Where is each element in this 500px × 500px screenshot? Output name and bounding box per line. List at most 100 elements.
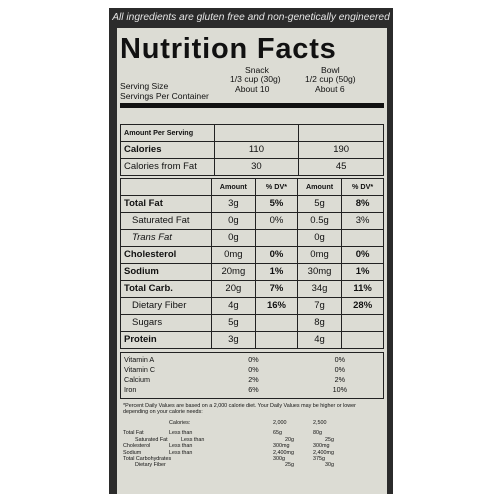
snack-label: Snack	[245, 65, 269, 75]
amount-header: Amount	[210, 178, 257, 196]
nutrient-d1: 16%	[255, 297, 298, 315]
vitamin-row: Calcium 2% 2%	[121, 375, 383, 385]
nutrient-label: Sodium	[120, 263, 212, 281]
nutrient-d1: 0%	[255, 246, 298, 264]
nutrient-d1: 7%	[255, 280, 298, 298]
nutrient-a1: 4g	[210, 297, 257, 315]
dv-label: Dietary Fiber	[135, 462, 166, 469]
nutrient-label: Cholesterol	[120, 246, 212, 264]
nutrient-d2: 3%	[341, 212, 384, 230]
dv-lt: Less than	[169, 430, 193, 437]
vitamin-s: 0%	[248, 365, 259, 374]
nutrient-d1: 5%	[255, 195, 298, 213]
vitamin-s: 2%	[248, 375, 259, 384]
dv-header-row: Calories: 2,000 2,500	[123, 420, 381, 426]
nutrient-d2: 11%	[341, 280, 384, 298]
package-background: All ingredients are gluten free and non-…	[109, 8, 393, 494]
nutrient-label: Protein	[120, 331, 212, 349]
dv-row: Total Fat Less than 65g 80g	[123, 430, 381, 436]
dv-v2: 80g	[313, 430, 322, 437]
table-row: Calories 110 190	[120, 141, 384, 159]
bowl-label: Bowl	[321, 65, 340, 75]
nutrient-a2: 34g	[296, 280, 343, 298]
dv-v2: 2,400mg	[313, 449, 334, 456]
dv-label: Total Fat	[123, 430, 144, 437]
dv-v1: 300g	[273, 456, 285, 463]
snack-per: About 10	[235, 84, 270, 94]
vitamin-row: Vitamin A 0% 0%	[121, 355, 383, 365]
table-row: Amount Per Serving	[120, 124, 384, 142]
calories-label: Calories	[120, 141, 215, 159]
dv-lt: Less than	[181, 436, 205, 443]
dv-header-cell: Calories:	[169, 420, 191, 426]
nutrient-a2: 30mg	[296, 263, 343, 281]
nutrient-d1	[255, 314, 298, 332]
nutrient-a2: 5g	[296, 195, 343, 213]
dv-header: % DV*	[255, 178, 298, 196]
table-row: Protein 3g 4g	[120, 331, 384, 349]
calories-snack: 110	[213, 141, 300, 159]
vitamins-box: Vitamin A 0% 0% Vitamin C 0% 0% Calcium 2% 2% Iro…	[120, 352, 384, 399]
nutrient-a2: 7g	[296, 297, 343, 315]
vitamin-s: 0%	[248, 355, 259, 364]
dv-v2: 300mg	[313, 443, 330, 450]
dv-label: Sodium	[123, 449, 142, 456]
table-row: Calories from Fat 30 45	[120, 158, 384, 176]
nutrient-a1: 20g	[210, 280, 257, 298]
dv-row: Sodium Less than 2,400mg 2,400mg	[123, 450, 381, 456]
vitamin-label: Vitamin A	[124, 355, 155, 364]
dv-row: Total Carbohydrates 300g 375g	[123, 456, 381, 462]
nutrient-a1: 20mg	[210, 263, 257, 281]
nutrient-a1: 3g	[210, 195, 257, 213]
dv-row: Saturated Fat Less than 20g 25g	[123, 437, 381, 443]
dv-lt: Less than	[169, 449, 193, 456]
dv-v1: 300mg	[273, 443, 290, 450]
nutrient-d1	[255, 331, 298, 349]
nutrient-d2	[341, 229, 384, 247]
nutrients-table: Amount % DV* Amount % DV* Total Fat 3g 5% 5…	[120, 178, 384, 349]
vitamin-b: 2%	[334, 375, 346, 384]
vitamin-label: Vitamin C	[124, 365, 156, 374]
dv-header-cell: 2,000	[273, 420, 287, 426]
nutrient-d2: 8%	[341, 195, 384, 213]
nutrient-a1: 0g	[210, 212, 257, 230]
dv-v1: 2,400mg	[273, 449, 294, 456]
vitamin-row: Vitamin C 0% 0%	[121, 365, 383, 375]
nutrient-a1: 5g	[210, 314, 257, 332]
nutrient-d2: 28%	[341, 297, 384, 315]
table-row: Amount % DV* Amount % DV*	[120, 178, 384, 196]
calories-fat-bowl: 45	[298, 158, 384, 176]
dv-v1: 25g	[285, 462, 294, 469]
panel-title: Nutrition Facts	[120, 33, 337, 65]
vitamin-b: 0%	[334, 365, 346, 374]
nutrient-label: Saturated Fat	[120, 212, 212, 230]
table-row: Cholesterol 0mg 0% 0mg 0%	[120, 246, 384, 264]
calories-fat-label: Calories from Fat	[120, 158, 215, 176]
nutrient-d2	[341, 331, 384, 349]
amount-per-serving: Amount Per Serving	[120, 124, 215, 142]
dv-v1: 65g	[273, 430, 282, 437]
dv-label: Total Carbohydrates	[123, 456, 172, 463]
daily-values-table: Calories: 2,000 2,500 Total Fat Less than 65g…	[123, 420, 381, 469]
dv-lt	[181, 462, 229, 468]
calories-fat-snack: 30	[213, 158, 300, 176]
nutrient-d2	[341, 314, 384, 332]
nutrient-d2: 0%	[341, 246, 384, 264]
table-row: Sodium 20mg 1% 30mg 1%	[120, 263, 384, 281]
nutrient-a2: 0g	[296, 229, 343, 247]
nutrient-d2: 1%	[341, 263, 384, 281]
table-row: Dietary Fiber 4g 16% 7g 28%	[120, 297, 384, 315]
nutrient-a2: 0mg	[296, 246, 343, 264]
table-row: Total Fat 3g 5% 5g 8%	[120, 195, 384, 213]
nutrition-panel: Nutrition Facts Snack Bowl Serving Size …	[117, 28, 387, 494]
bowl-size: 1/2 cup (50g)	[305, 74, 356, 84]
nutrient-a2: 8g	[296, 314, 343, 332]
nutrient-a1: 0g	[210, 229, 257, 247]
dv-header-bowl: % DV*	[341, 178, 384, 196]
nutrient-d1: 1%	[255, 263, 298, 281]
dv-lt: Less than	[169, 443, 193, 450]
calories-bowl: 190	[298, 141, 384, 159]
nutrient-a1: 0mg	[210, 246, 257, 264]
table-row: Total Carb. 20g 7% 34g 11%	[120, 280, 384, 298]
nutrient-label: Total Fat	[120, 195, 212, 213]
